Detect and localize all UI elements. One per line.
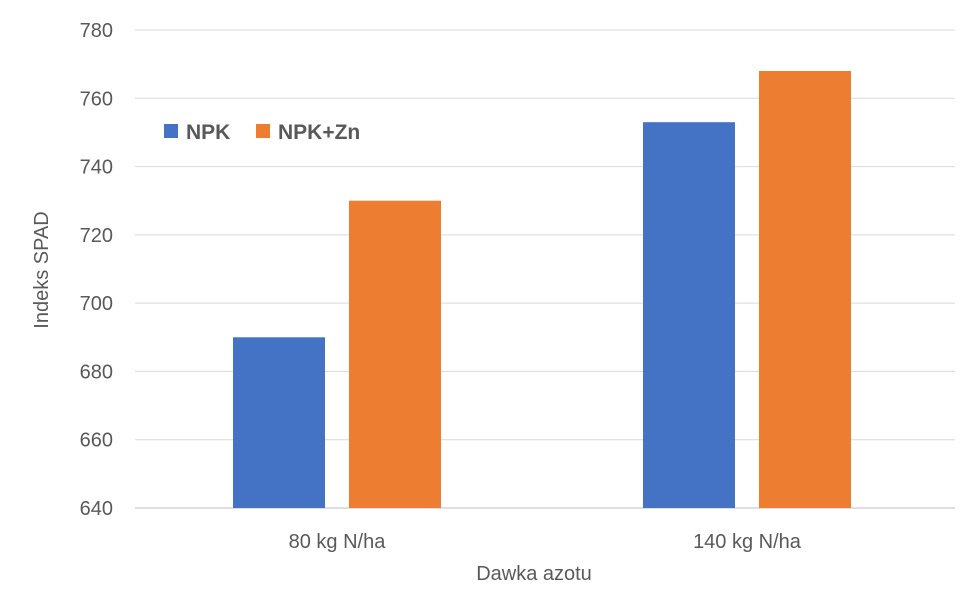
bar-npk — [643, 122, 735, 508]
y-tick-label: 640 — [80, 498, 113, 520]
y-tick-label: 760 — [80, 88, 113, 110]
y-tick-label: 680 — [80, 361, 113, 383]
legend-swatch — [164, 124, 178, 138]
x-tick-labels: 80 kg N/ha 140 kg N/ha — [289, 531, 802, 553]
legend: NPK NPK+Zn — [164, 121, 360, 144]
y-tick-labels: 640 660 680 700 720 740 760 780 — [80, 20, 113, 520]
bar-npk — [233, 337, 325, 508]
legend-label: NPK — [186, 121, 230, 144]
y-tick-label: 740 — [80, 157, 113, 179]
x-tick-label: 140 kg N/ha — [693, 531, 802, 553]
bar-npk-zn — [759, 70, 851, 508]
legend-label: NPK+Zn — [278, 121, 360, 144]
x-tick-label: 80 kg N/ha — [289, 531, 387, 553]
y-tick-label: 720 — [80, 225, 113, 247]
y-tick-label: 660 — [80, 430, 113, 452]
y-axis-title: Indeks SPAD — [31, 211, 53, 328]
bars — [233, 70, 851, 508]
bar-npk-zn — [349, 200, 441, 508]
legend-swatch — [256, 124, 270, 138]
x-axis-title: Dawka azotu — [476, 563, 592, 585]
y-tick-label: 780 — [80, 20, 113, 42]
y-tick-label: 700 — [80, 293, 113, 315]
